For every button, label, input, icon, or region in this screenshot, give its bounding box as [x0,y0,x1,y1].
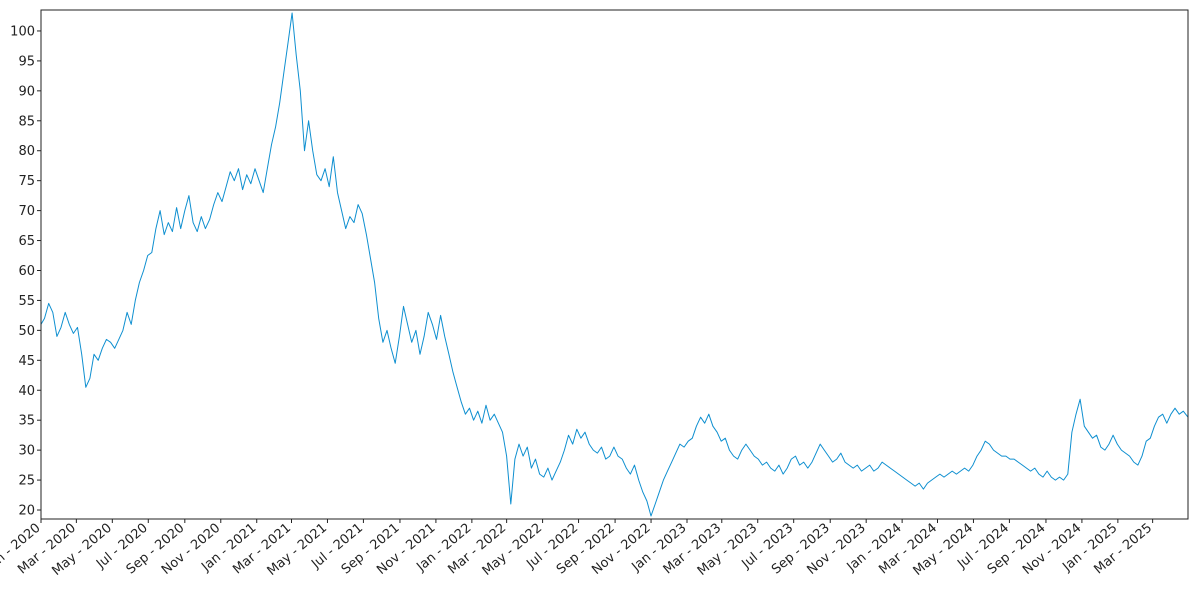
y-tick-label: 25 [18,474,35,489]
plot-area [40,12,1189,517]
y-tick-label: 100 [10,24,35,39]
y-tick-label: 80 [18,144,35,159]
y-axis: 20 25 30 35 40 45 50 55 60 65 70 75 80 85 90 95 100 [10,24,41,519]
y-tick-label: 70 [18,204,35,219]
y-tick-label: 20 [18,504,35,519]
y-tick-label: 60 [18,264,35,279]
y-tick-label: 30 [18,444,35,459]
y-tick-label: 40 [18,384,35,399]
y-tick-label: 75 [18,174,35,189]
y-tick-label: 45 [18,354,35,369]
y-tick-label: 85 [18,114,35,129]
y-tick-label: 65 [18,234,35,249]
y-tick-label: 55 [18,294,35,309]
y-tick-label: 50 [18,324,35,339]
y-tick-label: 35 [18,414,35,429]
y-tick-label: 90 [18,84,35,99]
plot-frame [40,9,1189,520]
y-tick-label: 95 [18,54,35,69]
series-line-0 [40,12,1189,517]
